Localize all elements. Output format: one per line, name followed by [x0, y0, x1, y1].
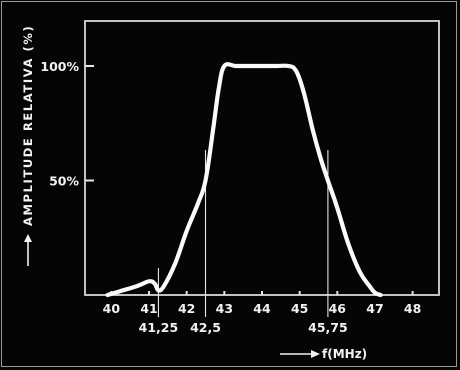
response-curve [105, 62, 383, 298]
y-axis-label: AMPLITUDE RELATIVA (%) [21, 25, 35, 226]
plot-area-frame [84, 20, 440, 296]
x-tick-label: 43 [216, 301, 233, 316]
frequency-marker-label: 42,5 [190, 320, 221, 335]
y-axis-title: AMPLITUDE RELATIVA (%) [21, 25, 35, 266]
frequency-marker-label: 41,25 [139, 320, 179, 335]
x-tick-label: 41 [140, 301, 157, 316]
y-tick-label: 50% [49, 174, 79, 189]
x-tick-label: 40 [103, 301, 121, 316]
x-tick-label: 42 [178, 301, 195, 316]
y-tick-group: 50% 100% [40, 59, 94, 189]
x-tick-label: 44 [253, 301, 271, 316]
x-tick-label: 47 [366, 301, 383, 316]
y-axis-arrow-head [24, 234, 32, 242]
frequency-marker-label: 45,75 [308, 320, 348, 335]
x-tick-label: 48 [404, 301, 421, 316]
marker-line-group: 41,25 42,5 45,75 [139, 150, 348, 335]
x-tick-label: 45 [291, 301, 308, 316]
x-axis-label: f(MHz) [322, 347, 367, 361]
x-axis-arrow-head [311, 350, 320, 358]
y-tick-label: 100% [40, 59, 79, 74]
x-tick-label: 46 [329, 301, 347, 316]
x-axis-title: f(MHz) [280, 347, 367, 361]
